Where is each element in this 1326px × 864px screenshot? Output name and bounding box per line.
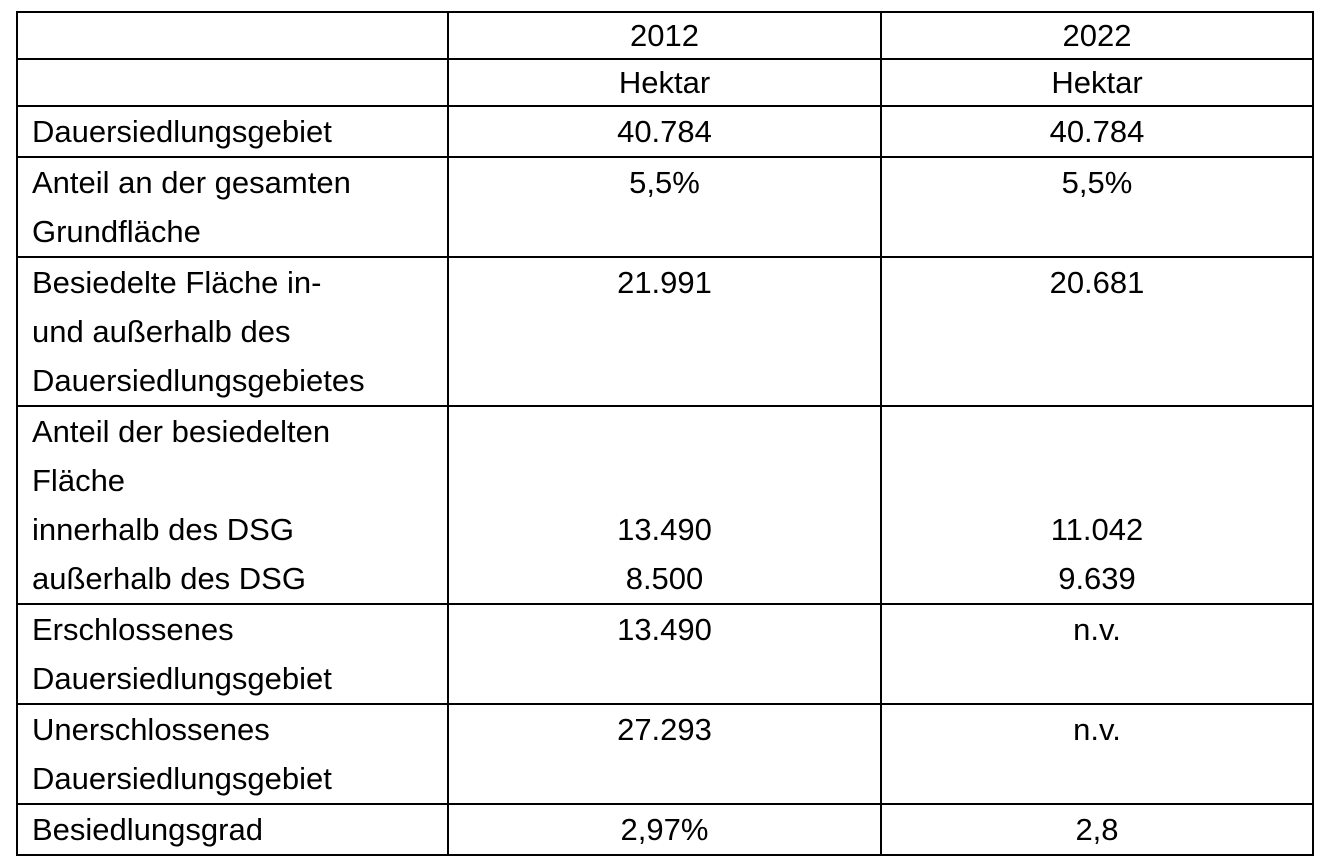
value-cell: 9.639 <box>880 554 1314 605</box>
row-label: Anteil an der gesamten Grundfläche <box>16 156 449 258</box>
data-table: 2012 2022 Hektar Hektar Dauersiedlungsgebiet… <box>16 11 1314 856</box>
value-cell: 2,8 <box>880 803 1314 856</box>
value-cell: 8.500 <box>447 554 882 605</box>
value-cell: 2,97% <box>447 803 882 856</box>
value-cell: 20.681 <box>880 256 1314 407</box>
table-row: 2012 2022 <box>16 11 1314 60</box>
table-row: Besiedlungsgrad 2,97% 2,8 <box>16 803 1314 856</box>
table-row: Anteil der besiedelten Fläche <box>16 405 1314 505</box>
value-cell: 11.042 <box>880 505 1314 555</box>
column-header: 2022 <box>880 11 1314 60</box>
value-cell: 13.490 <box>447 505 882 555</box>
table-row: Dauersiedlungsgebiet 40.784 40.784 <box>16 105 1314 158</box>
empty-cell <box>447 405 882 505</box>
unit-header: Hektar <box>880 58 1314 107</box>
value-cell: 21.991 <box>447 256 882 407</box>
table-row: außerhalb des DSG 8.500 9.639 <box>16 554 1314 605</box>
row-label: Anteil der besiedelten Fläche <box>16 405 449 505</box>
value-cell: 40.784 <box>880 105 1314 158</box>
table-row: Anteil an der gesamten Grundfläche 5,5% 5,… <box>16 156 1314 258</box>
value-cell: 5,5% <box>447 156 882 258</box>
value-cell: 13.490 <box>447 603 882 705</box>
value-cell: 40.784 <box>447 105 882 158</box>
row-label: Unerschlossenes Dauersiedlungsgebiet <box>16 703 449 805</box>
value-cell: n.v. <box>880 603 1314 705</box>
row-label: Dauersiedlungsgebiet <box>16 105 449 158</box>
subrow-label: außerhalb des DSG <box>16 554 449 605</box>
empty-cell <box>880 405 1314 505</box>
table-row: Hektar Hektar <box>16 58 1314 107</box>
header-empty-cell <box>16 58 449 107</box>
column-header: 2012 <box>447 11 882 60</box>
table-body: 2012 2022 Hektar Hektar Dauersiedlungsgebiet… <box>16 11 1314 856</box>
table-row: Unerschlossenes Dauersiedlungsgebiet 27.2… <box>16 703 1314 805</box>
row-label: Erschlossenes Dauersiedlungsgebiet <box>16 603 449 705</box>
table-row: Erschlossenes Dauersiedlungsgebiet 13.490… <box>16 603 1314 705</box>
row-label: Besiedlungsgrad <box>16 803 449 856</box>
value-cell: 27.293 <box>447 703 882 805</box>
subrow-label: innerhalb des DSG <box>16 505 449 555</box>
value-cell: 5,5% <box>880 156 1314 258</box>
unit-header: Hektar <box>447 58 882 107</box>
table-row: innerhalb des DSG 13.490 11.042 <box>16 505 1314 555</box>
table-row: Besiedelte Fläche in- und außerhalb des … <box>16 256 1314 407</box>
value-cell: n.v. <box>880 703 1314 805</box>
row-label: Besiedelte Fläche in- und außerhalb des … <box>16 256 449 407</box>
header-empty-cell <box>16 11 449 60</box>
